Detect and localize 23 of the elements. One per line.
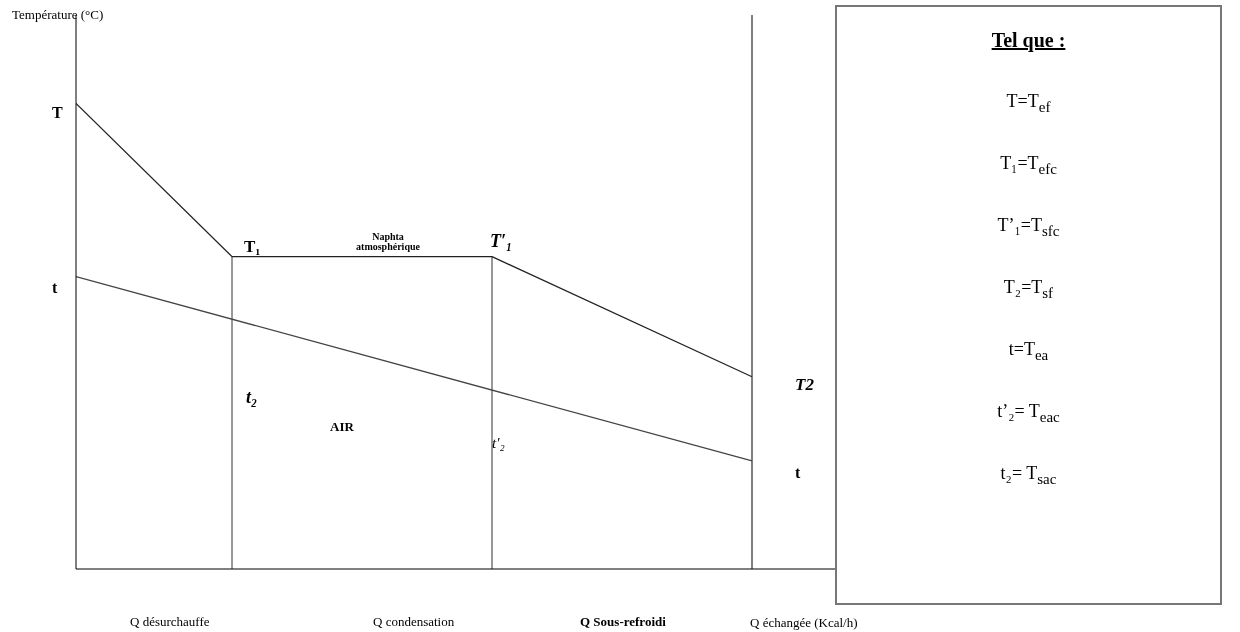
text: Température (°C): [12, 7, 104, 22]
text: T=T$_{ef}$: [1005, 91, 1052, 116]
text: t=T$_{ea}$: [1007, 339, 1050, 364]
text: Tel que :: [990, 29, 1067, 52]
annotation: T₁: [244, 237, 261, 256]
text: t’₂= T$_{eac}$: [996, 401, 1061, 426]
text: Q Sous-refroidi: [580, 614, 666, 629]
annotation: t₂: [246, 387, 258, 407]
text: Q désurchauffe: [130, 614, 210, 629]
annotation: t′₂: [492, 435, 505, 451]
text: t₂= T$_{sac}$: [999, 463, 1058, 488]
text: T’₁=T$_{sfc}$: [996, 215, 1061, 240]
annotation: T2: [795, 375, 814, 394]
annotation: t: [795, 464, 801, 481]
text: T₂=T$_{sf}$: [1002, 277, 1055, 302]
annotation: T′₁: [490, 231, 513, 251]
annotation: Naphta atmosphérique: [355, 231, 421, 252]
x-axis-title: Q échangée (Kcal/h): [750, 615, 858, 631]
text: T₁=T$_{efc}$: [999, 153, 1058, 178]
annotation: AIR: [330, 419, 354, 434]
text: t: [52, 279, 58, 296]
text: T: [52, 104, 63, 121]
text: Q condensation: [373, 614, 455, 629]
